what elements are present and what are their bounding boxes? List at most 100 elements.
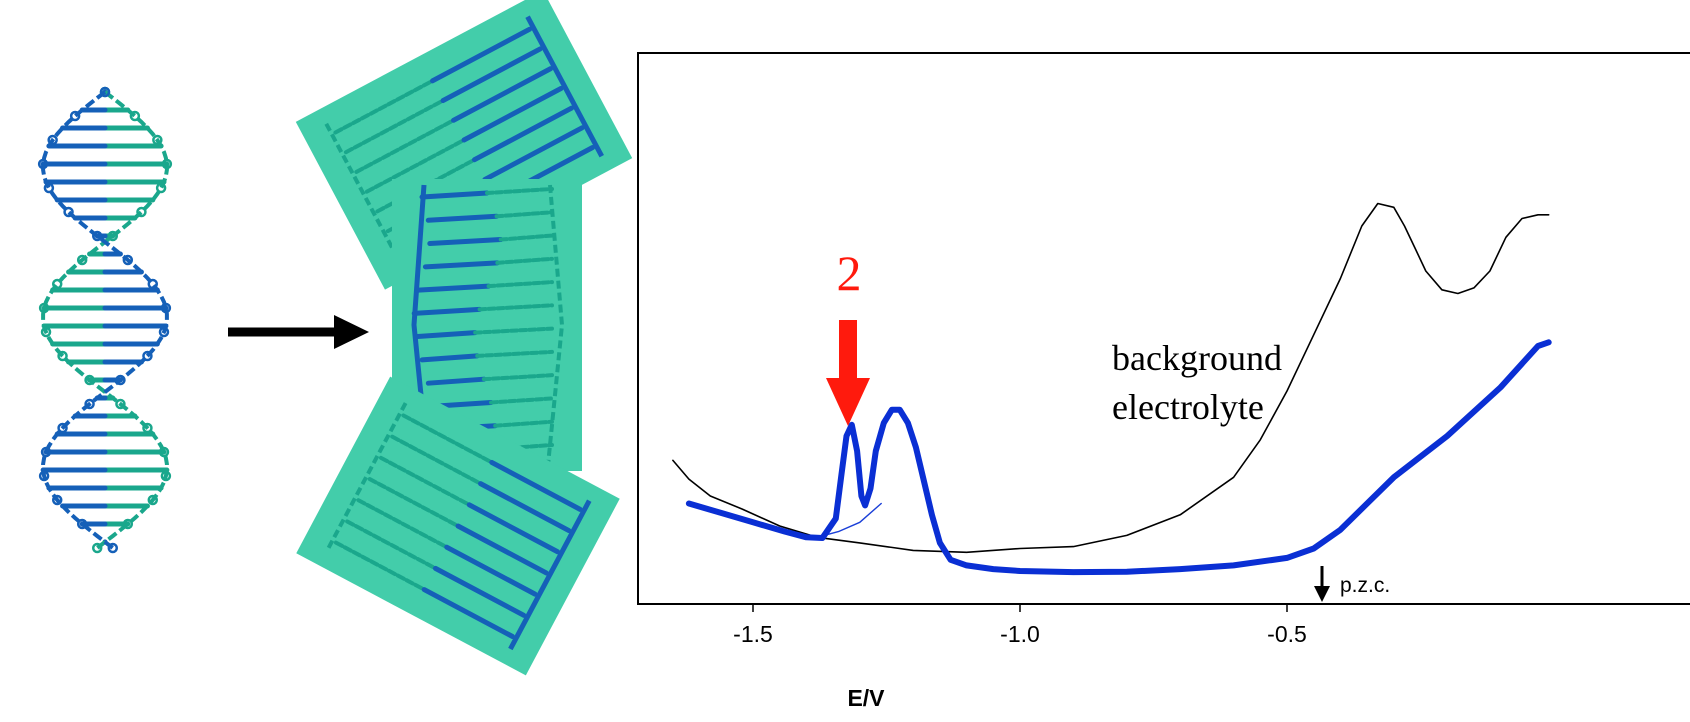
base-pair <box>422 260 500 270</box>
backbone-node <box>147 494 159 506</box>
helix-backbone <box>41 90 169 550</box>
segment-backbone <box>525 15 604 158</box>
base-pair <box>345 519 438 571</box>
backbone-node <box>115 374 126 386</box>
base-pair <box>413 330 478 340</box>
background-label-line1: background <box>1112 338 1282 378</box>
x-tick-label: -0.5 <box>1267 621 1307 647</box>
segment-backbone <box>324 122 403 265</box>
base-pair <box>430 26 533 84</box>
base-pair <box>415 283 492 293</box>
unwound-dna-segments <box>295 0 633 676</box>
base-pair <box>367 477 460 528</box>
backbone-node <box>84 374 95 386</box>
helix-backbone <box>41 90 169 550</box>
backbone-node <box>99 86 111 98</box>
backbone-node <box>160 302 172 314</box>
backbone-node <box>91 230 103 242</box>
right-arrow-icon <box>228 315 369 349</box>
backbone-node <box>51 494 63 506</box>
backbone-node <box>107 542 119 554</box>
base-pair <box>493 419 554 428</box>
backbone-node <box>142 422 153 434</box>
base-pair <box>390 434 483 486</box>
base-pair <box>485 187 554 195</box>
base-pair <box>333 78 435 135</box>
base-pair <box>473 326 554 335</box>
segment-backbone <box>508 499 592 651</box>
backbone-node <box>57 350 68 362</box>
backbone-node <box>76 518 88 530</box>
backbone-node <box>158 446 170 458</box>
dna-double-helix <box>37 86 173 554</box>
backbone-node <box>69 110 81 122</box>
backbone-node <box>57 422 68 434</box>
base-pair <box>481 373 554 382</box>
base-pair <box>466 502 561 555</box>
base-pair <box>425 376 487 386</box>
backbone-node <box>152 134 163 146</box>
backbone-node <box>115 398 126 410</box>
backbone-node <box>38 302 50 314</box>
base-pair <box>489 396 554 405</box>
backbone-node <box>107 230 119 242</box>
backbone-node <box>158 326 170 338</box>
x-tick-label: -1.5 <box>733 621 773 647</box>
base-pair <box>482 125 585 182</box>
base-pair <box>455 523 549 576</box>
backbone-node <box>76 254 88 266</box>
base-pair <box>411 306 483 316</box>
base-pair <box>494 210 554 219</box>
dna-segment-bottom <box>296 376 620 676</box>
backbone-node <box>91 542 103 554</box>
plot-frame <box>637 52 1690 605</box>
x-axis-label: E/V <box>847 685 885 711</box>
backbone-node <box>160 470 172 482</box>
backbone-node <box>129 110 141 122</box>
dna-segment-middle <box>392 179 582 471</box>
backbone-node <box>161 158 173 170</box>
base-pair <box>419 353 480 363</box>
backbone-node <box>142 350 153 362</box>
backbone-node <box>37 158 49 170</box>
peak-marker-arrow-icon <box>826 320 870 426</box>
base-pair <box>378 455 472 507</box>
base-pair <box>333 540 427 592</box>
base-pair <box>440 46 543 104</box>
base-pair <box>356 498 449 550</box>
backbone-node <box>51 278 63 290</box>
peak-label: 2 <box>837 245 862 301</box>
backbone-node <box>47 134 58 146</box>
base-pair <box>451 66 554 123</box>
voltammogram-plot: -1.5 -1.0 -0.5 E/V 2 background electrolyt… <box>637 52 1690 711</box>
backbone-node <box>147 278 159 290</box>
base-pair <box>401 413 494 465</box>
base-pair <box>495 256 554 265</box>
base-pair <box>461 85 564 143</box>
backbone-node <box>136 206 147 218</box>
backbone-node <box>155 182 167 194</box>
backbone-node <box>40 446 52 458</box>
base-pair <box>421 587 515 640</box>
base-pair <box>354 118 456 174</box>
pzc-label: p.z.c. <box>1340 574 1390 597</box>
base-pair <box>471 105 575 163</box>
base-pair <box>427 237 504 247</box>
x-tick-label: -1.0 <box>1000 621 1040 647</box>
base-pair <box>498 233 554 242</box>
base-pair <box>419 190 490 200</box>
base-pair <box>343 98 446 155</box>
backbone-node <box>40 326 52 338</box>
base-pair <box>475 349 554 358</box>
base-pair <box>478 481 572 534</box>
backbone-node <box>122 518 134 530</box>
dna-voltammogram-curve <box>685 339 1552 576</box>
base-pair <box>477 303 554 312</box>
base-pair <box>489 459 583 512</box>
base-pair <box>364 138 466 194</box>
backbone-node <box>63 206 74 218</box>
backbone-node <box>122 254 134 266</box>
base-pair <box>486 280 554 289</box>
base-pair <box>444 544 538 597</box>
